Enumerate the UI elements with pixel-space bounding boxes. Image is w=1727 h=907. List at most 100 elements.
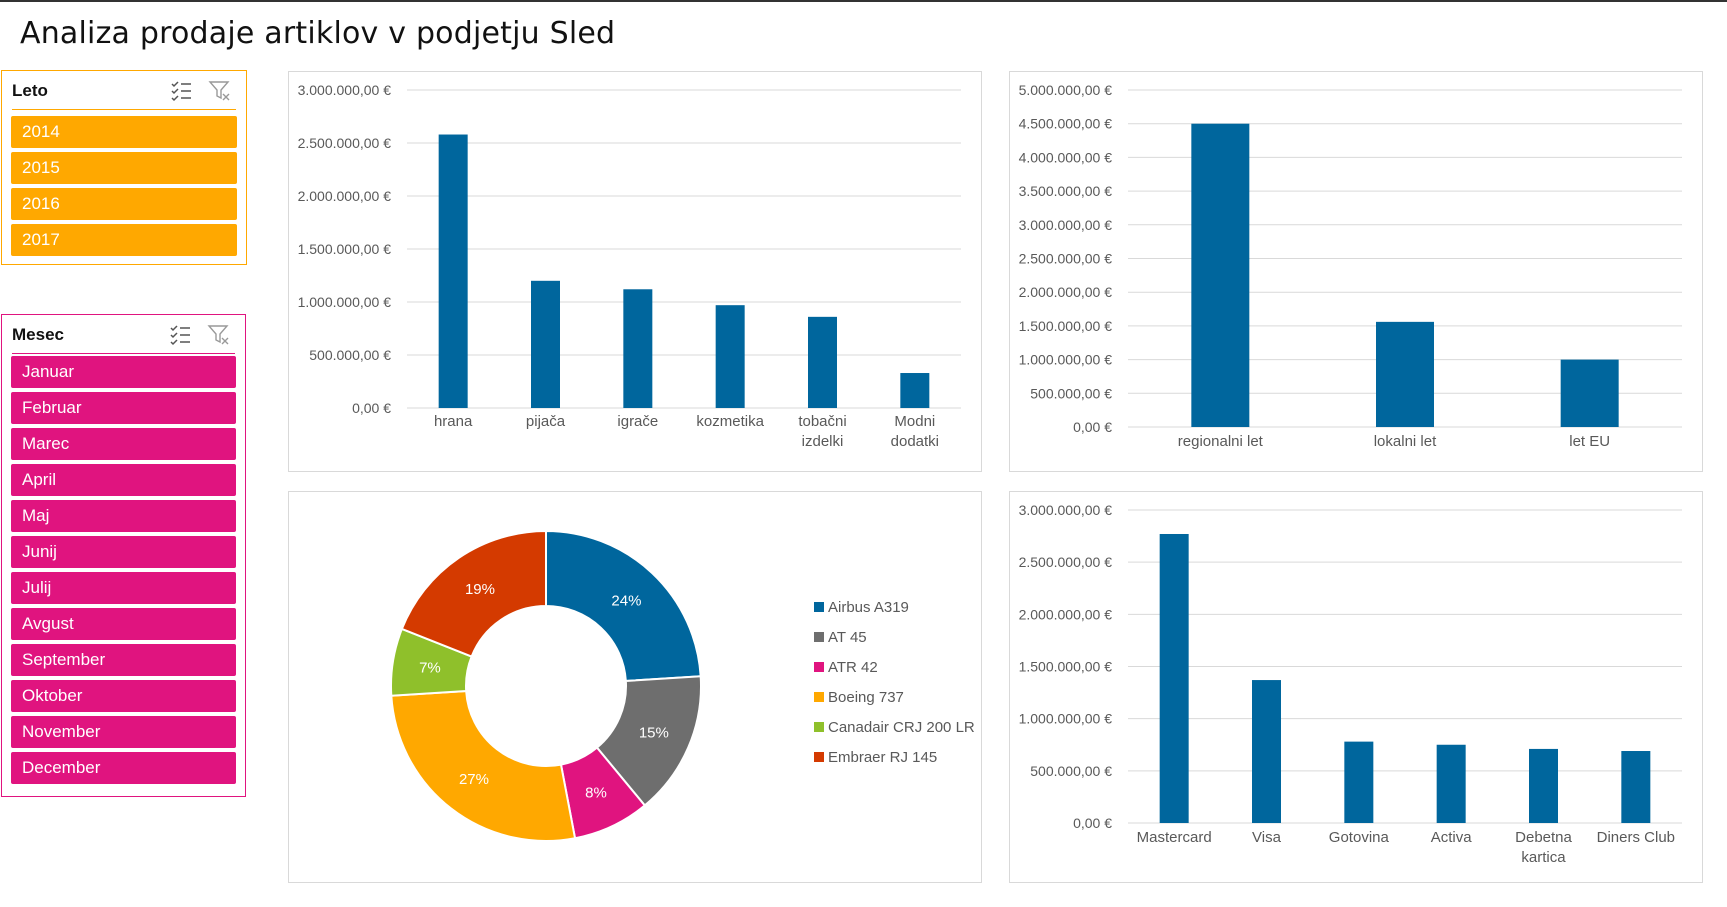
slice-value-label: 15% (639, 725, 669, 742)
legend-swatch (814, 752, 824, 762)
category-label: Mastercard (1137, 829, 1212, 846)
category-label: Visa (1252, 829, 1282, 846)
y-tick-label: 2.000.000,00 € (298, 188, 392, 204)
slicer-item-mesec[interactable]: Avgust (11, 608, 236, 640)
slicer-item-leto[interactable]: 2014 (11, 116, 237, 148)
slicer-item-mesec[interactable]: April (11, 464, 236, 496)
category-label-line: hrana (434, 413, 473, 430)
slicer-item-mesec[interactable]: December (11, 752, 236, 784)
legend-swatch (814, 602, 824, 612)
chart-flights-box: 0,00 € 500.000,00 € 1.000.000,00 € 1.500.00… (1009, 71, 1703, 472)
pie-slice[interactable] (545, 529, 702, 683)
bar[interactable] (900, 373, 930, 408)
bar[interactable] (1191, 123, 1250, 427)
bar[interactable] (438, 134, 468, 408)
category-label: pijača (526, 413, 566, 430)
slicer-item-mesec[interactable]: November (11, 716, 236, 748)
y-tick-label: 3.000.000,00 € (298, 82, 392, 98)
bar[interactable] (1344, 741, 1374, 823)
category-label-line: Debetna (1515, 829, 1572, 846)
slicer-item-mesec[interactable]: Februar (11, 392, 236, 424)
y-tick-label: 2.500.000,00 € (1019, 251, 1113, 267)
category-label-line: kartica (1521, 849, 1566, 866)
pie-slice[interactable] (400, 529, 547, 658)
chart-articles: 0,00 € 500.000,00 € 1.000.000,00 € 1.500.00… (298, 82, 961, 450)
slicer-leto: Leto 2014 2015 2016 2017 (1, 70, 247, 265)
category-label-line: Visa (1252, 829, 1282, 846)
chart-flights: 0,00 € 500.000,00 € 1.000.000,00 € 1.500.00… (1019, 82, 1682, 450)
slicer-mesec: Mesec Januar Februar Marec April Maj Junij Jul… (1, 314, 246, 797)
slicer-item-mesec[interactable]: Oktober (11, 680, 236, 712)
top-border (0, 0, 1727, 2)
category-label: Modni dodatki (891, 413, 939, 450)
bar[interactable] (623, 289, 653, 408)
chart-payment-box: 0,00 € 500.000,00 € 1.000.000,00 € 1.500.00… (1009, 491, 1703, 883)
category-label-line: izdelki (802, 433, 844, 450)
y-tick-label: 0,00 € (1073, 815, 1112, 831)
y-tick-label: 2.500.000,00 € (1019, 554, 1113, 570)
chart-aircraft-box: 24% Airbus A319 15% AT 45 8% ATR 42 27% Boeing … (288, 491, 982, 883)
category-label: lokalni let (1374, 433, 1437, 450)
clear-filter-icon[interactable] (208, 79, 232, 103)
y-tick-label: 4.500.000,00 € (1019, 116, 1113, 132)
multi-select-icon[interactable] (169, 323, 193, 347)
slicer-item-leto[interactable]: 2015 (11, 152, 237, 184)
legend-label: Canadair CRJ 200 LR (828, 719, 975, 736)
slice-value-label: 27% (459, 771, 489, 788)
pie-slice[interactable] (390, 689, 577, 842)
y-tick-label: 2.500.000,00 € (298, 135, 392, 151)
legend-swatch (814, 632, 824, 642)
multi-select-icon[interactable] (170, 79, 194, 103)
y-tick-label: 2.000.000,00 € (1019, 606, 1113, 622)
category-label-line: Gotovina (1329, 829, 1390, 846)
page-title: Analiza prodaje artiklov v podjetju Sled (20, 16, 616, 51)
category-label: Debetna kartica (1515, 829, 1572, 866)
bar[interactable] (1529, 748, 1558, 823)
bar[interactable] (531, 280, 560, 408)
bar[interactable] (808, 316, 837, 408)
category-label-line: pijača (526, 413, 566, 430)
slicer-item-leto[interactable]: 2016 (11, 188, 237, 220)
bar[interactable] (715, 305, 745, 408)
slicer-item-mesec[interactable]: Junij (11, 536, 236, 568)
slicer-item-mesec[interactable]: September (11, 644, 236, 676)
slicer-item-mesec[interactable]: Julij (11, 572, 236, 604)
slice-value-label: 7% (419, 660, 441, 677)
slicer-item-mesec[interactable]: Marec (11, 428, 236, 460)
slicer-mesec-title: Mesec (12, 325, 64, 344)
y-tick-label: 1.000.000,00 € (1019, 352, 1113, 368)
bar[interactable] (1159, 533, 1189, 823)
bar[interactable] (1376, 321, 1434, 427)
legend-label: ATR 42 (828, 659, 878, 676)
bar[interactable] (1436, 744, 1466, 823)
chart-aircraft: 24% Airbus A319 15% AT 45 8% ATR 42 27% Boeing … (390, 529, 975, 842)
category-label: tobačni izdelki (798, 413, 846, 450)
legend-label: Embraer RJ 145 (828, 749, 937, 766)
y-tick-label: 1.000.000,00 € (1019, 711, 1113, 727)
clear-filter-icon[interactable] (207, 323, 231, 347)
category-label-line: lokalni let (1374, 433, 1437, 450)
y-tick-label: 1.500.000,00 € (1019, 659, 1113, 675)
category-label-line: Modni (894, 413, 935, 430)
y-tick-label: 500.000,00 € (1030, 763, 1112, 779)
bar[interactable] (1252, 680, 1281, 823)
category-label-line: regionalni let (1178, 433, 1264, 450)
slicer-leto-title: Leto (12, 81, 48, 100)
category-label-line: tobačni (798, 413, 846, 430)
slicer-item-leto[interactable]: 2017 (11, 224, 237, 256)
y-tick-label: 2.000.000,00 € (1019, 284, 1113, 300)
category-label-line: let EU (1569, 433, 1610, 450)
category-label-line: Diners Club (1597, 829, 1675, 846)
y-tick-label: 4.000.000,00 € (1019, 149, 1113, 165)
slicer-item-mesec[interactable]: Maj (11, 500, 236, 532)
legend-swatch (814, 692, 824, 702)
legend-label: Airbus A319 (828, 599, 909, 616)
bar[interactable] (1560, 359, 1619, 427)
category-label: Diners Club (1597, 829, 1675, 846)
category-label-line: kozmetika (696, 413, 764, 430)
slicer-mesec-items: Januar Februar Marec April Maj Junij Julij Avgu… (11, 356, 236, 788)
y-tick-label: 1.000.000,00 € (298, 294, 392, 310)
slicer-item-mesec[interactable]: Januar (11, 356, 236, 388)
bar[interactable] (1621, 751, 1651, 823)
chart-articles-box: 0,00 € 500.000,00 € 1.000.000,00 € 1.500.00… (288, 71, 982, 472)
